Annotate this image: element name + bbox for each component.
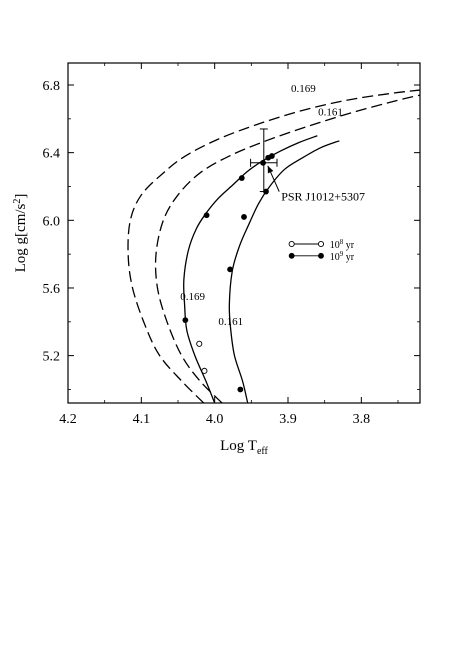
legend-marker-filled-0	[288, 252, 295, 259]
age-marker-1e9-5	[227, 266, 233, 273]
legend-marker-open-0	[288, 240, 295, 248]
y-tick-label-0: 5.2	[43, 350, 61, 365]
x-axis-label: Log Teff	[220, 438, 268, 457]
age-marker-1e8-1	[201, 367, 208, 374]
track-dashed-0_161-1	[154, 94, 420, 403]
x-tick-label-0: 4.2	[59, 412, 77, 427]
curve-label-3: 0.161	[218, 316, 243, 328]
age-marker-1e9-9	[265, 154, 272, 161]
y-tick-label-3: 6.4	[43, 147, 61, 162]
legend-label-1: 109 yr	[330, 250, 355, 263]
observation-label: PSR J1012+5307	[281, 190, 365, 204]
observation-arrow-head	[267, 165, 274, 174]
legend-label-0: 108 yr	[330, 238, 355, 251]
curve-label-0: 0.169	[291, 83, 316, 95]
age-marker-1e9-6	[241, 214, 247, 220]
age-marker-1e9-2	[238, 175, 245, 181]
age-marker-1e9-4	[237, 386, 244, 393]
x-tick-label-2: 4.0	[206, 412, 224, 427]
track-dashed-0_169-0	[127, 89, 420, 403]
curve-label-1: 0.161	[318, 106, 343, 118]
x-tick-label-1: 4.1	[133, 412, 151, 427]
legend-marker-open-1	[317, 240, 325, 248]
y-tick-label-2: 6.0	[43, 214, 61, 229]
age-marker-1e9-0	[182, 317, 189, 324]
plot-area	[127, 89, 420, 403]
legend-marker-filled-1	[318, 252, 324, 259]
x-tick-label-3: 3.9	[279, 412, 297, 427]
track-solid-0_161-3	[228, 140, 340, 403]
y-tick-label-1: 5.6	[43, 282, 61, 297]
plot-frame	[67, 62, 421, 404]
axes: 4.2 4.1 4.0 3.9 3.8 5.2 5.6 6.0 6.4 6.8	[43, 62, 421, 427]
y-axis-label: Log g[cm/s2]	[12, 194, 29, 273]
curve-label-2: 0.169	[180, 291, 205, 303]
x-tick-label-4: 3.8	[353, 412, 371, 427]
y-tick-label-4: 6.8	[43, 79, 61, 94]
age-marker-1e8-0	[196, 340, 203, 347]
labels: Log Teff Log g[cm/s2] PSR J1012+5307 0.16…	[12, 83, 365, 457]
age-marker-1e9-1	[203, 212, 210, 219]
